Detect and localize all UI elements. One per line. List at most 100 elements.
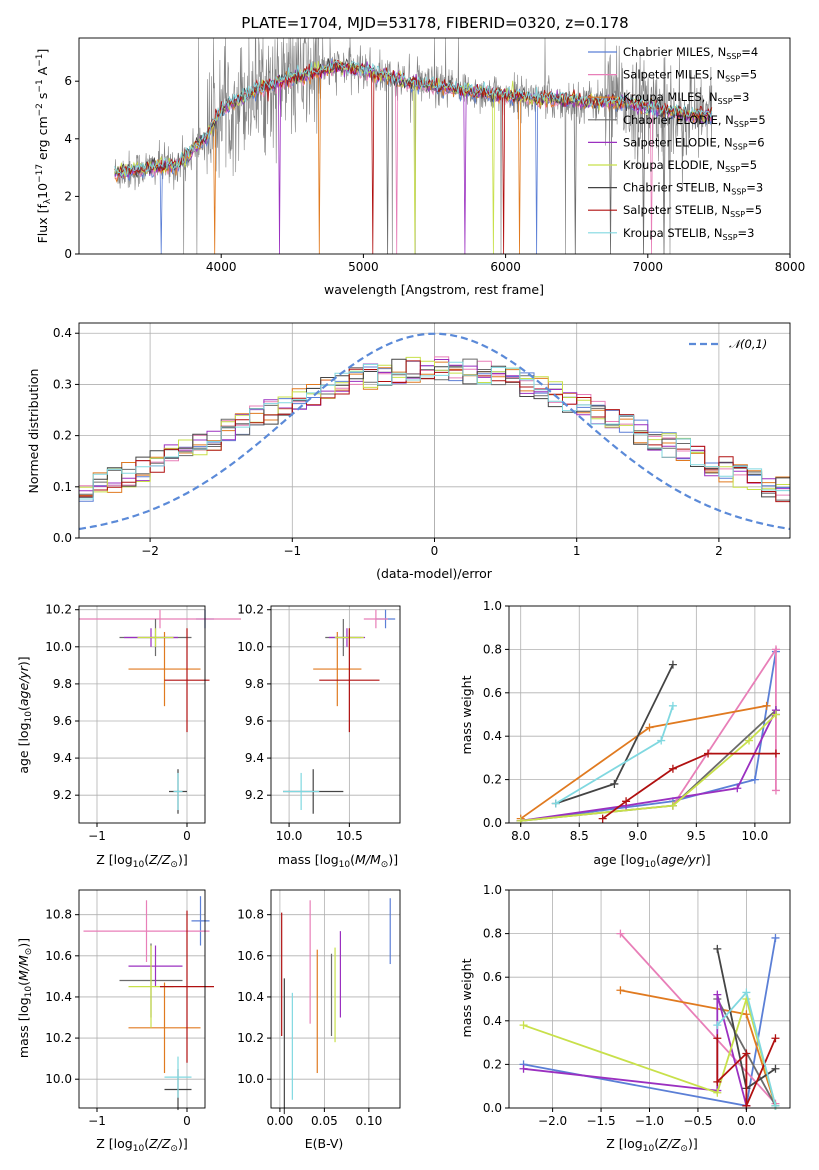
model-spectrum-line bbox=[114, 60, 713, 177]
legend-label: Salpeter ELODIE, NSSP=6 bbox=[623, 135, 765, 151]
weight-point-marker bbox=[771, 710, 780, 719]
x-tick-label: 8.5 bbox=[570, 829, 589, 843]
y-tick-label: 0.2 bbox=[483, 773, 502, 787]
legend-label-sub: SSP bbox=[726, 52, 741, 61]
weight-point-marker bbox=[598, 814, 607, 823]
y-tick-label: 10.0 bbox=[45, 640, 72, 654]
weight-point-marker bbox=[745, 736, 754, 745]
legend-label-sub: SSP bbox=[730, 210, 745, 219]
legend-label-sub: SSP bbox=[723, 233, 738, 242]
legend-label-sub: SSP bbox=[725, 165, 740, 174]
ebv-mass-panel: 0.00 0.05 0.10 10.0 10.2 10.4 10.6 10.8 bbox=[237, 889, 401, 1128]
weight-point-marker bbox=[645, 723, 654, 732]
y-tick-label: 10.0 bbox=[45, 1072, 72, 1086]
model-spectra-layer bbox=[114, 58, 713, 255]
y-tick-label: 9.4 bbox=[53, 751, 72, 765]
x-tick-label: 7000 bbox=[633, 260, 664, 274]
weight-point-marker bbox=[771, 1101, 780, 1110]
weight-point-marker bbox=[713, 1034, 722, 1043]
x-tick-label: −1 bbox=[283, 544, 301, 558]
weight-point-marker bbox=[713, 944, 722, 953]
y-tick-label: 10.0 bbox=[237, 1072, 264, 1086]
legend-label-sub: SSP bbox=[734, 120, 749, 129]
y-tick-label: 9.4 bbox=[245, 751, 264, 765]
y-tick-label: 0.4 bbox=[483, 729, 502, 743]
normal-legend-label: 𝒩(0,1) bbox=[729, 337, 767, 351]
y-tick-label: 10.4 bbox=[237, 990, 264, 1004]
x-tick-label: 0 bbox=[183, 829, 191, 843]
ebv-mass-x-axis-label: E(B-V) bbox=[305, 1136, 344, 1151]
z-age-y-axis-label: age [log10(age/yr)] bbox=[16, 656, 34, 773]
weight-point-marker bbox=[713, 1088, 722, 1097]
legend-label-sub: SSP bbox=[731, 188, 746, 197]
weight-point-marker bbox=[771, 933, 780, 942]
weight-point-marker bbox=[519, 1021, 528, 1030]
y-tick-label: 0.6 bbox=[483, 686, 502, 700]
residual-histogram-panel: −2 −1 0 1 2 0.0 0.1 0.2 0.3 0.4 𝒩(0,1) (data-mode… bbox=[26, 322, 791, 581]
z-weight-x-axis-label: Z [log10(Z/Z⊙)] bbox=[606, 1136, 697, 1154]
weight-point-marker bbox=[616, 929, 625, 938]
x-tick-label: 0.0 bbox=[737, 1114, 756, 1128]
z-age-panel: −1 0 9.2 9.4 9.6 9.8 10.0 10.2 bbox=[45, 603, 241, 843]
z-mass-y-axis-label: mass [log10(M/M⊙)] bbox=[16, 938, 34, 1058]
x-tick-label: 0.00 bbox=[267, 1114, 294, 1128]
plot-area bbox=[509, 606, 790, 823]
x-tick-label: 5000 bbox=[348, 260, 379, 274]
legend-label-main: Kroupa ELODIE, N bbox=[623, 158, 725, 172]
legend-label-tail: =5 bbox=[740, 158, 757, 172]
legend-label-tail: =5 bbox=[740, 68, 757, 82]
legend-label-sub: SSP bbox=[725, 75, 740, 84]
legend-label-tail: =5 bbox=[749, 113, 766, 127]
y-tick-label: 0.8 bbox=[483, 642, 502, 656]
legend-label: Kroupa STELIB, NSSP=3 bbox=[623, 226, 754, 242]
weight-point-marker bbox=[713, 990, 722, 999]
x-tick-label: 8.0 bbox=[511, 829, 530, 843]
legend-label: Salpeter MILES, NSSP=5 bbox=[623, 68, 757, 84]
y-tick-label: 0.4 bbox=[53, 326, 72, 340]
z-weight-panel: −2.0 −1.5 −1.0 −0.5 0.0 0.0 0.2 0.4 0.6 0.8 1.0 bbox=[483, 883, 791, 1128]
y-tick-label: 9.8 bbox=[245, 677, 264, 691]
legend-label-sub: SSP bbox=[733, 142, 748, 151]
y-tick-label: 4 bbox=[64, 132, 72, 146]
y-tick-label: 0.6 bbox=[483, 970, 502, 984]
x-tick-label: −1 bbox=[88, 829, 106, 843]
y-tick-label: 9.6 bbox=[53, 714, 72, 728]
y-tick-label: 9.6 bbox=[245, 714, 264, 728]
weight-series-line bbox=[520, 651, 777, 822]
weight-point-marker bbox=[771, 1034, 780, 1043]
age-weight-y-axis-label: mass weight bbox=[459, 675, 474, 754]
histogram-step-line bbox=[79, 356, 790, 493]
weight-series-line bbox=[619, 932, 777, 1105]
z-weight-y-axis-label: mass weight bbox=[459, 958, 474, 1037]
weight-series-line bbox=[520, 713, 777, 822]
x-tick-label: −2 bbox=[141, 544, 159, 558]
y-tick-label: 0.2 bbox=[53, 429, 72, 443]
plot-frame bbox=[78, 889, 206, 1109]
legend-label-tail: =5 bbox=[745, 203, 762, 217]
legend-label-main: Salpeter MILES, N bbox=[623, 68, 725, 82]
spectrum-frame bbox=[78, 37, 791, 255]
normal-reference-curve bbox=[78, 332, 791, 531]
x-tick-label: 0.05 bbox=[311, 1114, 338, 1128]
legend-label-tail: =3 bbox=[733, 90, 750, 104]
y-tick-label: 10.2 bbox=[45, 603, 72, 617]
legend-label-main: Salpeter STELIB, N bbox=[623, 203, 730, 217]
y-tick-label: 0.1 bbox=[53, 480, 72, 494]
x-tick-label: 10.0 bbox=[276, 829, 303, 843]
x-tick-label: 4000 bbox=[206, 260, 237, 274]
x-tick-label: −1.0 bbox=[635, 1114, 664, 1128]
y-tick-label: 0.0 bbox=[483, 1101, 502, 1115]
weight-point-marker bbox=[610, 779, 619, 788]
x-tick-label: 9.0 bbox=[628, 829, 647, 843]
weight-point-marker bbox=[551, 799, 560, 808]
histogram-series-layer bbox=[79, 356, 790, 503]
legend-label: Salpeter STELIB, NSSP=5 bbox=[623, 203, 762, 219]
legend-label: Chabrier ELODIE, NSSP=5 bbox=[623, 113, 766, 129]
y-tick-label: 0.0 bbox=[53, 531, 72, 545]
weight-point-marker bbox=[668, 801, 677, 810]
weight-point-marker bbox=[668, 701, 677, 710]
legend-label-tail: =3 bbox=[746, 181, 763, 195]
legend-label-main: Chabrier MILES, N bbox=[623, 45, 726, 59]
weight-point-marker bbox=[771, 645, 780, 654]
